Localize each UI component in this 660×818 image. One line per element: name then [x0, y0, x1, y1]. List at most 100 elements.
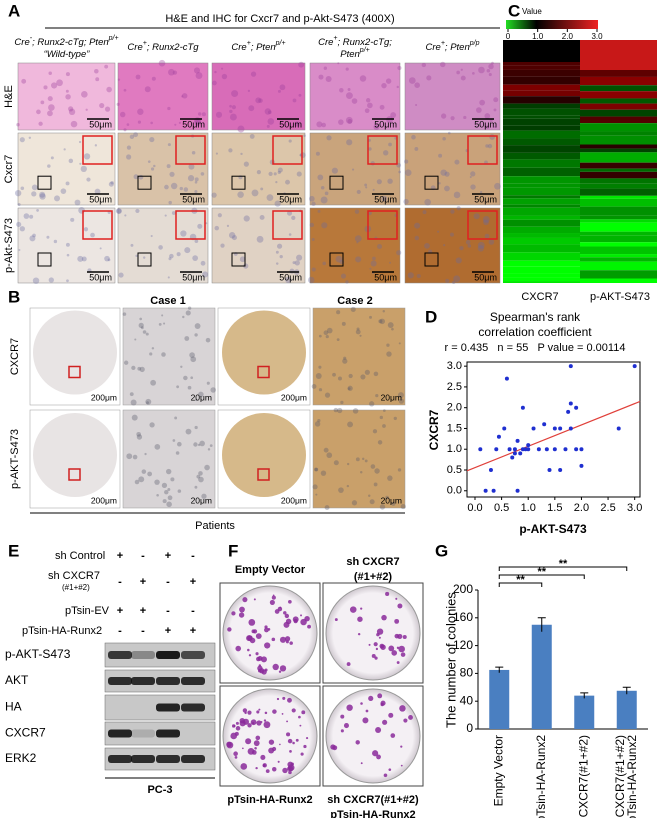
- cell: [70, 217, 75, 222]
- error-bar: [495, 666, 504, 673]
- colony: [397, 603, 403, 609]
- cell: [19, 137, 25, 143]
- point: [488, 468, 493, 472]
- cell: [385, 78, 392, 84]
- cell: [454, 159, 460, 165]
- row-label: CXCR7: [9, 338, 21, 375]
- cell: [341, 321, 346, 326]
- cell: [450, 209, 455, 214]
- cell: [135, 74, 141, 80]
- cell: [83, 153, 91, 160]
- heat-cell: [580, 195, 657, 199]
- cell: [373, 371, 379, 377]
- colony: [255, 633, 262, 640]
- micrograph: [117, 132, 209, 206]
- colony: [251, 750, 257, 755]
- colony: [277, 606, 283, 612]
- cell: [336, 338, 340, 342]
- cell: [452, 280, 456, 284]
- cell: [440, 61, 446, 68]
- cell: [332, 372, 336, 377]
- heat-cell: [580, 116, 657, 124]
- cell: [240, 152, 243, 156]
- cell: [414, 147, 419, 151]
- cell: [68, 108, 76, 116]
- cell: [314, 467, 319, 472]
- cell: [318, 388, 323, 392]
- cell: [414, 222, 421, 229]
- colony: [226, 741, 234, 749]
- cell: [77, 255, 84, 262]
- group-label: pTsin-HA-Runx2: [330, 809, 415, 818]
- cell: [381, 82, 387, 89]
- colony: [398, 645, 405, 653]
- point: [496, 434, 501, 439]
- sign: -: [141, 625, 145, 637]
- colorbar-tick-label: 1.0: [532, 32, 544, 41]
- point: [566, 409, 571, 414]
- colorbar-tick-label: 0: [506, 32, 511, 41]
- colony: [307, 624, 311, 629]
- cell: [372, 256, 376, 261]
- cell: [38, 121, 43, 126]
- cell: [164, 489, 169, 495]
- cell: [489, 134, 496, 140]
- cell: [39, 191, 46, 198]
- colony: [290, 762, 294, 766]
- cell: [350, 306, 356, 313]
- cell: [473, 213, 480, 220]
- heat-cell: [580, 242, 657, 247]
- heat-cell: [503, 198, 580, 205]
- cell: [292, 98, 297, 103]
- colony: [256, 720, 262, 726]
- header-part: ; Runx2-cTg; Pten: [32, 37, 109, 48]
- cell: [479, 190, 483, 194]
- colony: [388, 712, 394, 718]
- blot-label: p-AKT-S473: [5, 647, 71, 661]
- cell: [192, 255, 199, 262]
- cell: [314, 421, 321, 427]
- cell: [161, 352, 166, 357]
- colony: [278, 670, 282, 673]
- colony: [282, 767, 288, 774]
- colony: [289, 750, 292, 753]
- group-label: pTsin-HA-Runx2: [227, 794, 312, 806]
- cell: [414, 82, 420, 88]
- cell: [123, 88, 127, 92]
- heat-cell: [503, 115, 580, 119]
- blot-label: CXCR7: [5, 726, 46, 740]
- cell: [145, 332, 149, 336]
- point: [504, 376, 509, 381]
- column-header: Cre-; Runx2-cTg; Ptenp/+: [14, 35, 118, 48]
- point: [478, 447, 483, 452]
- sign: -: [191, 550, 195, 562]
- cell: [197, 223, 203, 229]
- cell: [167, 106, 171, 111]
- sign: -: [166, 576, 170, 588]
- point: [502, 426, 507, 431]
- cell: [397, 66, 402, 71]
- cell: [209, 444, 213, 447]
- cell: [146, 401, 149, 405]
- cell: [90, 232, 95, 238]
- cell: [54, 195, 61, 202]
- cell: [145, 398, 152, 405]
- header-part: Pten: [340, 49, 360, 60]
- cell-line-label: PC-3: [147, 784, 172, 796]
- cell: [383, 409, 386, 412]
- cell: [248, 105, 255, 112]
- panel-label: D: [425, 307, 437, 326]
- sign: +: [190, 576, 196, 588]
- scale-label: 50μm: [279, 272, 302, 282]
- colony: [291, 708, 296, 713]
- heat-cell: [503, 277, 580, 282]
- cell: [158, 323, 162, 326]
- colony: [365, 709, 369, 713]
- heat-cell: [580, 91, 657, 99]
- cell: [119, 111, 126, 118]
- tissue-core: [33, 413, 117, 497]
- group-label: (#1+#2): [354, 571, 393, 583]
- cell: [309, 222, 314, 228]
- cell: [360, 374, 366, 380]
- cell: [449, 232, 454, 237]
